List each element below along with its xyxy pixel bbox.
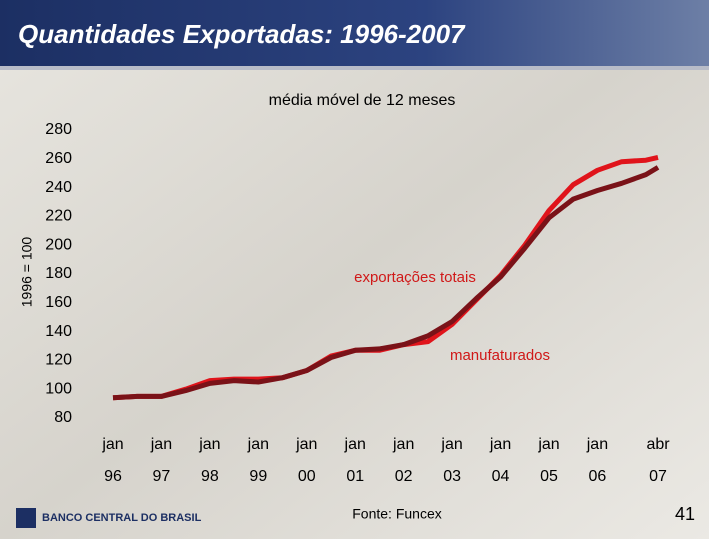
x-tick-label: jan [198, 436, 220, 453]
y-tick-label: 220 [45, 208, 72, 225]
x-tick-label: jan [247, 436, 269, 453]
x-tick-label: 03 [443, 468, 461, 485]
x-tick-label: jan [489, 436, 511, 453]
y-tick-label: 180 [45, 265, 72, 282]
y-tick-label: 140 [45, 323, 72, 340]
x-tick-label: 04 [492, 468, 510, 485]
title-rule [0, 66, 709, 70]
x-tick-label: jan [440, 436, 462, 453]
chart-subtitle: média móvel de 12 meses [269, 92, 456, 109]
x-tick-label: 99 [249, 468, 267, 485]
x-tick-label: jan [344, 436, 366, 453]
x-tick-label: 98 [201, 468, 219, 485]
y-axis-label: 1996 = 100 [19, 237, 35, 308]
x-tick-label: 05 [540, 468, 558, 485]
y-tick-label: 260 [45, 150, 72, 167]
x-tick-label: 97 [153, 468, 171, 485]
y-tick-label: 160 [45, 294, 72, 311]
page-number: 41 [675, 504, 695, 524]
x-tick-label: 00 [298, 468, 316, 485]
slide-title: Quantidades Exportadas: 1996-2007 [18, 19, 466, 49]
x-tick-label: jan [295, 436, 317, 453]
logo-icon [16, 508, 36, 528]
x-tick-label: 96 [104, 468, 122, 485]
x-tick-label: jan [537, 436, 559, 453]
y-tick-label: 280 [45, 121, 72, 138]
y-tick-label: 240 [45, 179, 72, 196]
x-tick-label: 01 [346, 468, 364, 485]
y-tick-label: 200 [45, 236, 72, 253]
y-tick-label: 80 [54, 409, 72, 426]
y-tick-label: 120 [45, 352, 72, 369]
logo-text: BANCO CENTRAL DO BRASIL [42, 512, 202, 524]
source-note: Fonte: Funcex [352, 506, 442, 522]
x-tick-label: 02 [395, 468, 413, 485]
logo: BANCO CENTRAL DO BRASIL [16, 508, 202, 528]
series-line [112, 165, 660, 401]
title-bar [0, 0, 709, 66]
x-tick-label: 06 [589, 468, 607, 485]
annotation: exportações totais [354, 269, 476, 286]
x-tick-label: jan [586, 436, 608, 453]
x-tick-label: jan [101, 436, 123, 453]
x-tick-label: abr [646, 436, 670, 453]
x-tick-label: 07 [649, 468, 667, 485]
y-tick-label: 100 [45, 380, 72, 397]
x-tick-label: jan [392, 436, 414, 453]
x-tick-label: jan [150, 436, 172, 453]
annotation: manufaturados [450, 347, 550, 364]
